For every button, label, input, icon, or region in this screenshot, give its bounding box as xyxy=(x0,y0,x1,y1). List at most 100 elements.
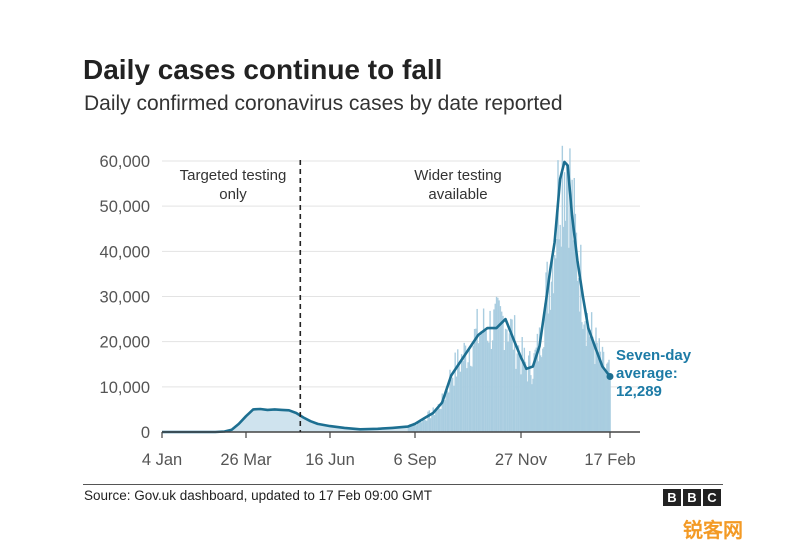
daily-bar xyxy=(589,329,592,432)
daily-bar xyxy=(520,374,522,432)
daily-bar xyxy=(488,342,490,432)
daily-bar xyxy=(573,177,575,432)
daily-bar xyxy=(581,322,583,432)
early-area xyxy=(162,409,408,432)
daily-bar xyxy=(552,293,555,432)
daily-bar xyxy=(419,419,421,432)
daily-bar xyxy=(533,353,535,432)
daily-bar xyxy=(409,424,411,432)
daily-bar xyxy=(542,348,544,432)
daily-bar xyxy=(569,148,571,432)
daily-bar xyxy=(508,333,511,432)
end-point-marker xyxy=(606,372,614,380)
y-tick-label: 40,000 xyxy=(100,243,150,261)
daily-bar xyxy=(407,426,409,432)
daily-bar xyxy=(530,375,532,432)
daily-bar xyxy=(438,408,441,432)
daily-bar xyxy=(546,261,548,432)
daily-bar xyxy=(516,353,518,432)
daily-bar xyxy=(473,328,476,432)
daily-bar xyxy=(608,359,610,432)
daily-bar xyxy=(498,300,500,432)
x-tick-labels: 4 Jan 26 Mar 16 Jun 6 Sep 27 Nov 17 Feb xyxy=(142,451,636,469)
daily-bar xyxy=(424,420,427,432)
daily-bar xyxy=(408,427,410,432)
daily-bar xyxy=(596,342,598,432)
daily-bar xyxy=(475,328,477,432)
daily-bar xyxy=(451,377,454,432)
daily-bar xyxy=(551,253,554,432)
daily-bar xyxy=(521,337,523,432)
daily-bar xyxy=(457,349,459,432)
daily-bar xyxy=(495,296,498,432)
daily-bar xyxy=(550,281,553,432)
daily-bar xyxy=(592,336,594,432)
daily-bar xyxy=(564,220,567,432)
daily-bar xyxy=(433,414,436,432)
y-tick-label: 10,000 xyxy=(100,379,150,397)
bbc-logo: B B C xyxy=(663,489,721,506)
y-tick-label: 20,000 xyxy=(100,334,150,352)
daily-bar xyxy=(423,418,425,432)
daily-bar xyxy=(602,351,605,432)
daily-bar xyxy=(539,355,542,432)
daily-bar xyxy=(583,324,585,432)
daily-bar xyxy=(426,420,428,432)
daily-bar xyxy=(422,418,424,432)
end-annotation: average: xyxy=(616,365,678,382)
early-wave-area xyxy=(162,409,408,432)
daily-bar xyxy=(440,409,442,432)
daily-bar xyxy=(606,363,608,432)
annotations: Targeted testing only Wider testing availab… xyxy=(180,167,692,400)
daily-bar xyxy=(468,349,471,432)
daily-bar xyxy=(560,246,562,432)
daily-bar xyxy=(603,371,606,432)
chart-title: Daily cases continue to fall xyxy=(83,54,443,85)
daily-bar xyxy=(469,365,472,432)
axes xyxy=(161,431,640,438)
daily-bar xyxy=(501,311,503,432)
daily-bar xyxy=(479,335,481,432)
daily-bar xyxy=(561,145,564,432)
daily-bar xyxy=(576,280,579,432)
daily-bar xyxy=(510,318,512,432)
daily-bar xyxy=(499,306,502,432)
daily-bar xyxy=(482,308,485,432)
daily-bar xyxy=(523,347,526,432)
y-tick-label: 0 xyxy=(141,424,150,442)
daily-bar xyxy=(547,313,549,432)
daily-bar xyxy=(442,399,445,432)
x-tick-label: 17 Feb xyxy=(584,451,635,469)
daily-bar xyxy=(524,361,527,432)
x-tick-label: 6 Sep xyxy=(393,451,436,469)
daily-bar xyxy=(504,328,507,432)
daily-bar xyxy=(590,312,593,432)
region-label: Targeted testing xyxy=(180,167,287,184)
daily-bar xyxy=(490,348,493,432)
daily-bar xyxy=(571,179,573,432)
daily-bar xyxy=(467,362,469,432)
daily-bar xyxy=(562,226,565,432)
daily-bar xyxy=(525,368,528,432)
daily-bar xyxy=(512,349,515,432)
daily-bar xyxy=(463,342,465,432)
daily-bar xyxy=(416,422,419,432)
daily-bar xyxy=(506,329,508,432)
daily-bar xyxy=(597,353,599,432)
daily-bar xyxy=(574,213,577,432)
seven-day-average-line xyxy=(162,160,612,434)
daily-bar xyxy=(472,345,474,432)
daily-bar xyxy=(476,308,478,432)
daily-bar xyxy=(427,411,429,432)
daily-bar xyxy=(432,407,434,432)
daily-bar xyxy=(531,384,533,432)
daily-bar xyxy=(460,354,463,432)
daily-bar xyxy=(585,346,587,432)
daily-bar xyxy=(584,321,586,432)
daily-bar xyxy=(548,274,551,432)
x-tick-label: 27 Nov xyxy=(495,451,548,469)
daily-bar xyxy=(607,362,609,432)
daily-bar xyxy=(441,393,443,432)
daily-bar xyxy=(414,422,416,432)
